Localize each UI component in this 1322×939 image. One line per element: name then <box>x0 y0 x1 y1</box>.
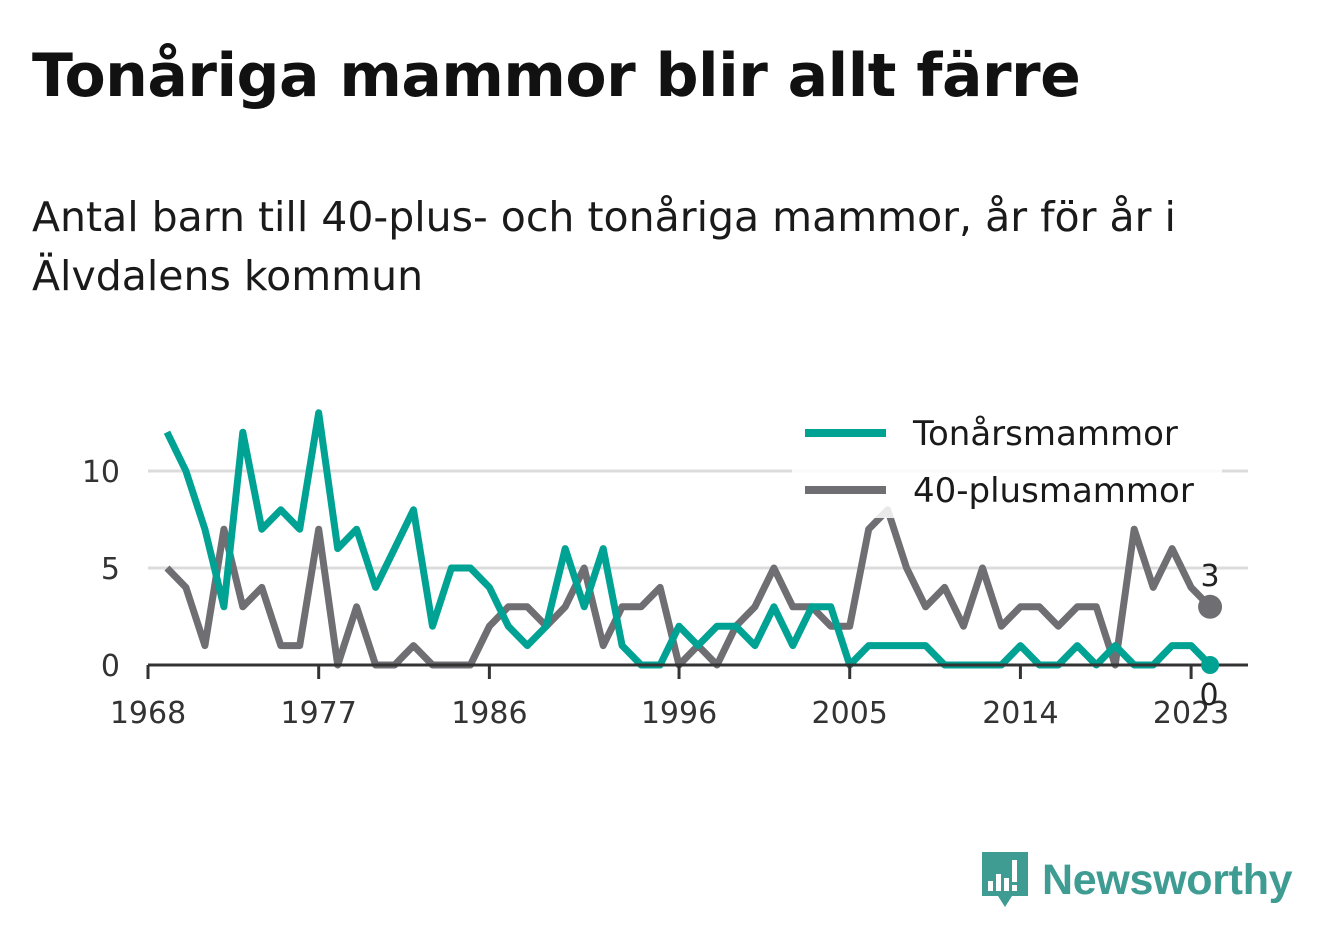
x-tick-label-2014: 2014 <box>982 696 1058 731</box>
legend-label-40-plusmammor: 40-plusmammor <box>913 471 1194 511</box>
end-marker-40-plusmammor <box>1198 594 1223 619</box>
x-axis: 1968 1977 1986 1996 2005 2014 2023 <box>110 663 1248 731</box>
legend-background-top <box>792 408 1222 468</box>
legend: Tonårsmammor 40-plusmammor <box>792 408 1222 518</box>
brand-name: Newsworthy <box>1042 855 1293 904</box>
y-axis: 0 5 10 <box>82 455 120 684</box>
end-marker-tonarsmammor <box>1201 656 1220 674</box>
x-tick-label-1986: 1986 <box>451 696 527 731</box>
x-tick-label-1977: 1977 <box>281 696 357 731</box>
x-tick-label-1996: 1996 <box>641 696 717 731</box>
y-tick-label-10: 10 <box>82 455 120 490</box>
series-lines <box>163 409 1213 669</box>
newsworthy-logo-icon <box>982 852 1028 907</box>
legend-label-tonårsmammor: Tonårsmammor <box>912 414 1178 454</box>
y-tick-label-5: 5 <box>101 552 120 587</box>
chart-title: Tonåriga mammor blir allt färre <box>32 41 1081 111</box>
series-line-tonårsmammor <box>163 409 1213 669</box>
end-label-tonarsmammor: 0 <box>1200 678 1219 713</box>
brand-logo: Newsworthy <box>980 850 1293 910</box>
series-line-40-plusmammor <box>164 506 1213 669</box>
x-tick-label-2005: 2005 <box>812 696 888 731</box>
end-markers: 30 <box>1198 559 1223 713</box>
y-tick-label-0: 0 <box>101 649 120 684</box>
x-tick-label-1968: 1968 <box>110 696 186 731</box>
x-tick-label-2023: 2023 <box>1153 696 1229 731</box>
chart-subtitle: Antal barn till 40-plus- och tonåriga ma… <box>32 193 1176 300</box>
end-label-40-plusmammor: 3 <box>1201 559 1220 594</box>
